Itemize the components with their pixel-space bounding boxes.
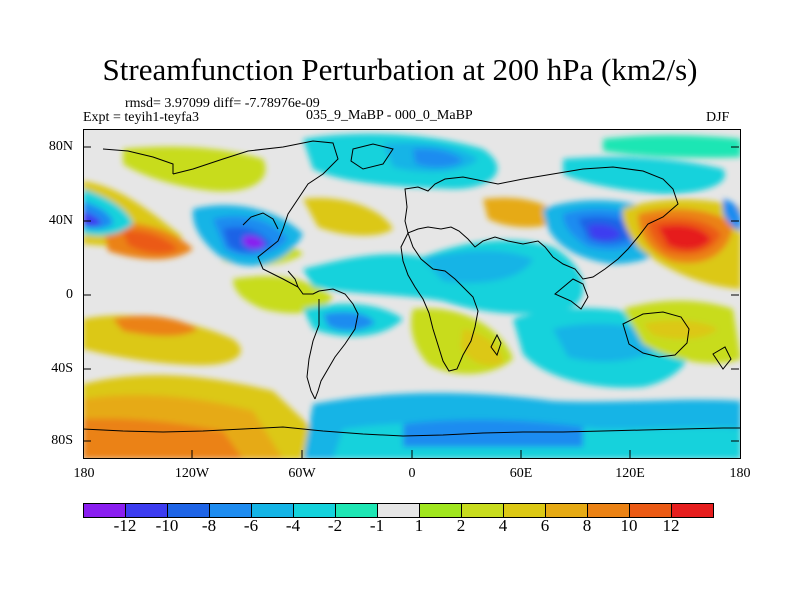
colorbar-label: -6 <box>243 516 259 535</box>
colorbar-label: 12 <box>662 516 680 535</box>
x-tick-label: 180 <box>73 466 95 481</box>
comparison-label: 035_9_MaBP - 000_0_MaBP <box>306 108 473 123</box>
x-tick-label: 120W <box>174 466 210 481</box>
y-tick-label: 40S <box>51 361 73 376</box>
colorbar-label: -8 <box>201 516 217 535</box>
colorbar-swatch <box>671 503 714 518</box>
x-tick-label: 0 <box>408 466 416 481</box>
colorbar-label: -10 <box>155 516 179 535</box>
colorbar-label: -2 <box>327 516 343 535</box>
x-tick-label: 60E <box>509 466 533 481</box>
x-tick-label: 60W <box>288 466 316 481</box>
colorbar-label: 2 <box>456 516 466 535</box>
colorbar-label: -4 <box>285 516 301 535</box>
y-tick-label: 80N <box>48 139 73 154</box>
colorbar-label: -12 <box>113 516 137 535</box>
chart-title: Streamfunction Perturbation at 200 hPa (… <box>102 52 698 87</box>
colorbar-label: 6 <box>540 516 550 535</box>
colorbar-label: 1 <box>414 516 424 535</box>
colorbar-swatch <box>461 503 504 518</box>
colorbar <box>83 503 714 518</box>
experiment-label: Expt = teyih1-teyfa3 <box>83 110 199 125</box>
y-tick-label: 80S <box>51 433 73 448</box>
colorbar-label: 10 <box>620 516 638 535</box>
colorbar-label: -1 <box>369 516 385 535</box>
colorbar-label: 8 <box>582 516 592 535</box>
season-label: DJF <box>706 110 730 125</box>
y-tick-label: 40N <box>48 213 73 228</box>
x-tick-label: 180 <box>729 466 751 481</box>
streamfunction-map <box>83 129 741 459</box>
colorbar-swatch <box>503 503 546 518</box>
stats-text: rmsd= 3.97099 diff= -7.78976e-09 <box>125 96 320 111</box>
colorbar-swatch <box>419 503 462 518</box>
colorbar-label: 4 <box>498 516 508 535</box>
colorbar-swatch <box>545 503 588 518</box>
x-tick-label: 120E <box>615 466 645 481</box>
y-tick-label: 0 <box>66 287 73 302</box>
